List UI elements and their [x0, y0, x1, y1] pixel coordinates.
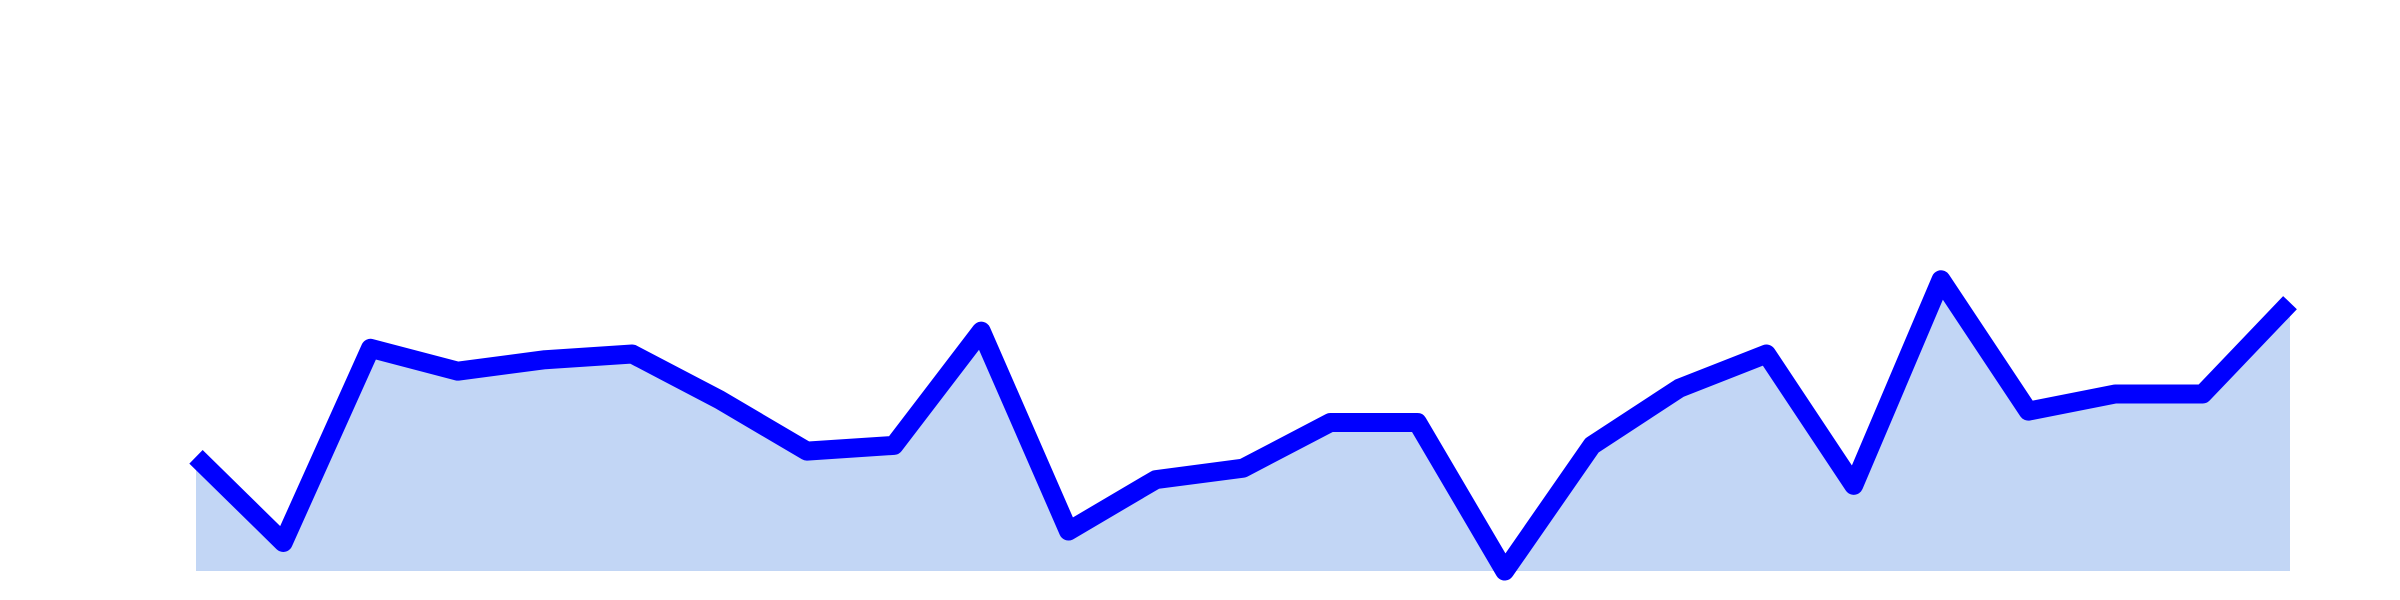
line — [189, 270, 2297, 581]
area-fill — [196, 279, 2290, 571]
